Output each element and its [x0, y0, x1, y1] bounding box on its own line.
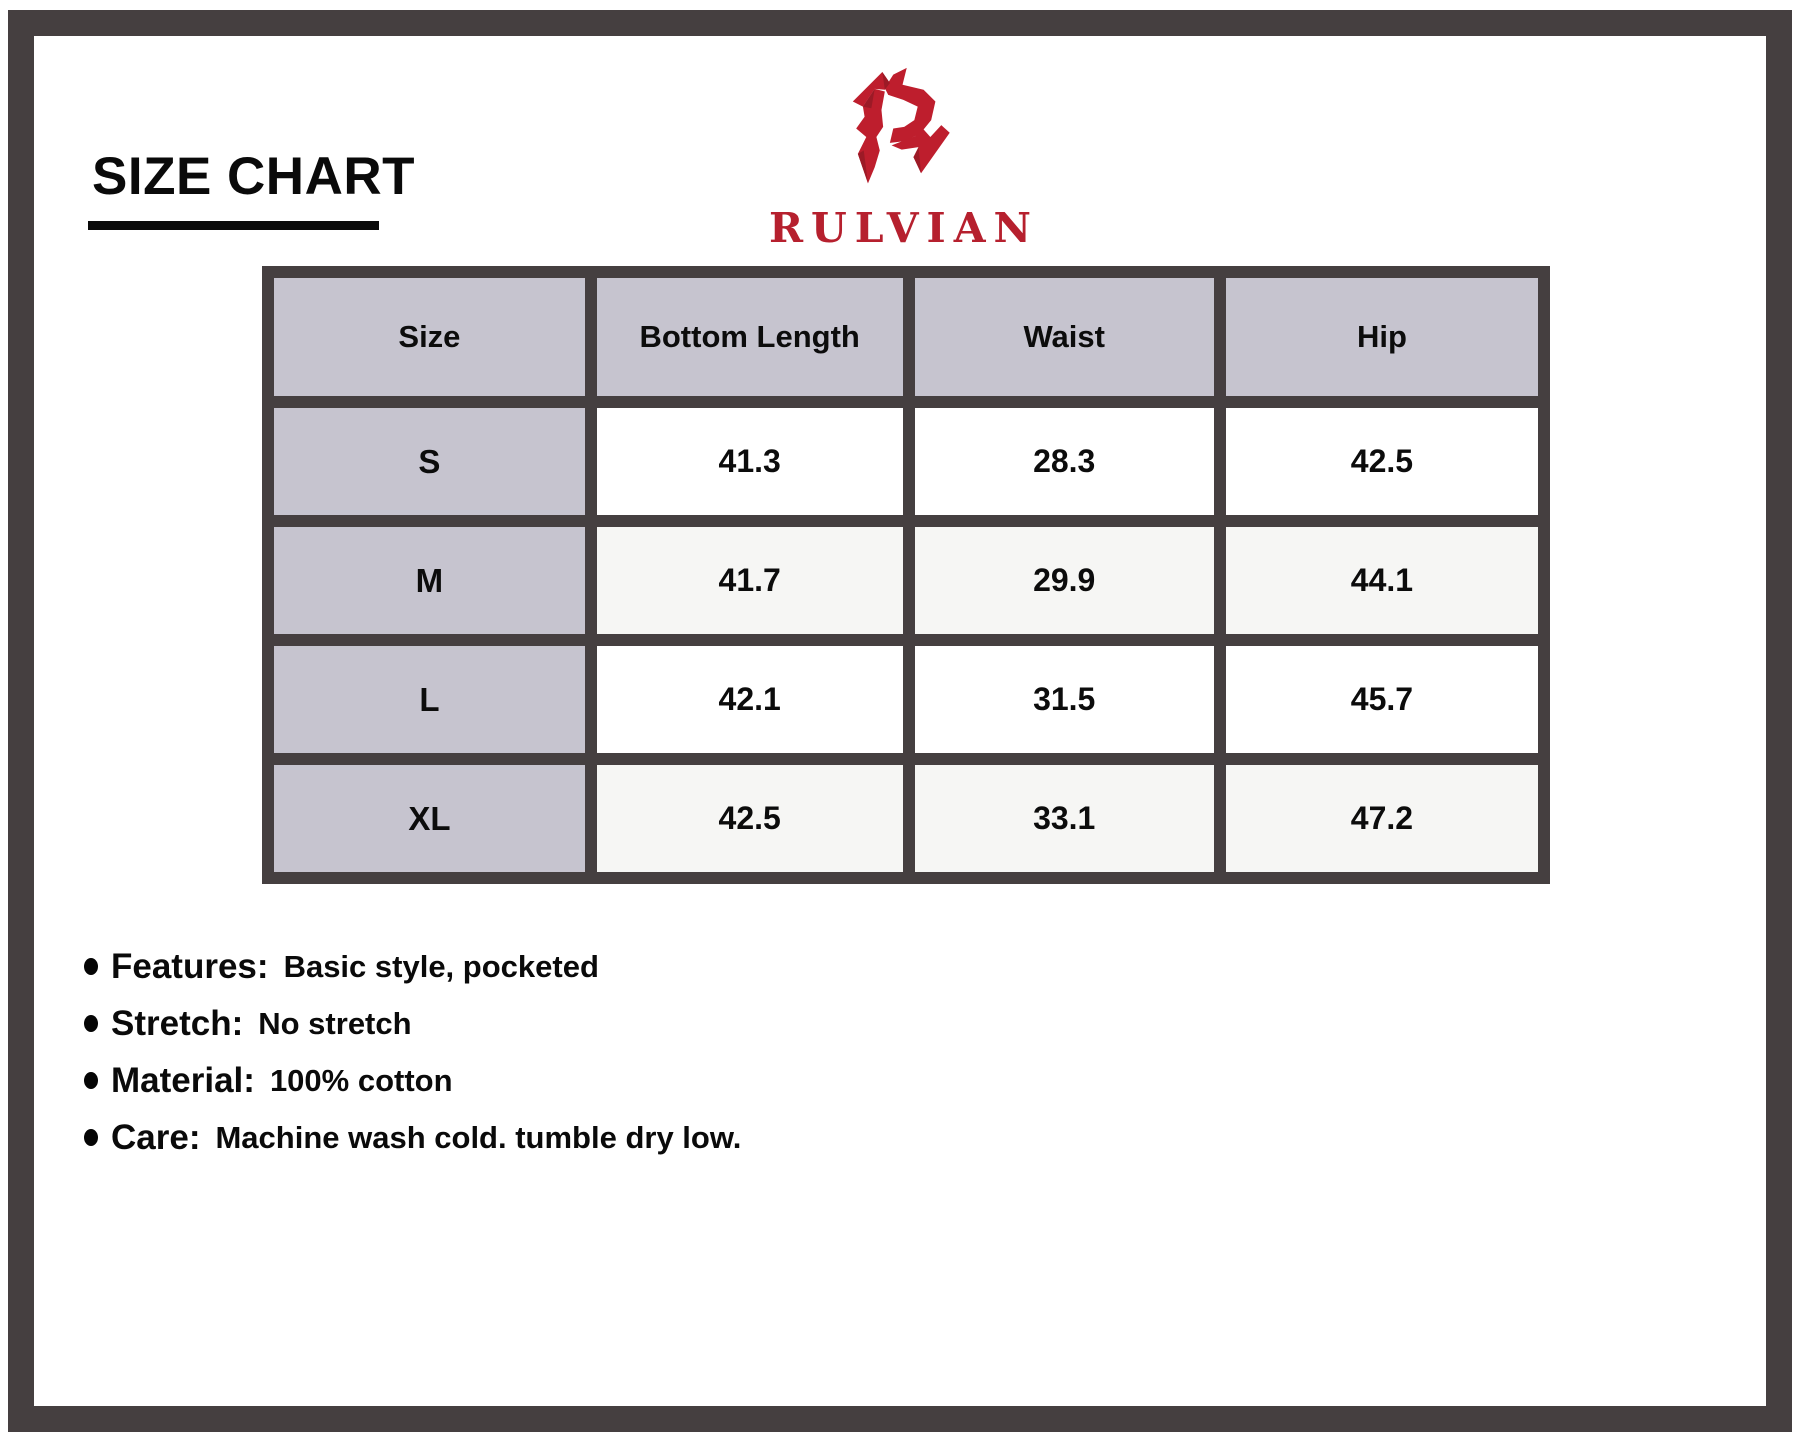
header-bottom-length: Bottom Length [584, 266, 915, 408]
header-size: Size [262, 266, 597, 408]
value-cell: 42.5 [1213, 396, 1551, 527]
detail-care: Care: Machine wash cold. tumble dry low. [84, 1109, 741, 1166]
value-cell: 29.9 [902, 515, 1226, 646]
table-row-xl: XL 42.5 33.1 47.2 [262, 753, 1551, 884]
detail-stretch: Stretch: No stretch [84, 995, 741, 1052]
detail-material: Material: 100% cotton [84, 1052, 741, 1109]
table-row-m: M 41.7 29.9 44.1 [262, 515, 1551, 646]
value-cell: 41.3 [584, 396, 915, 527]
detail-features: Features: Basic style, pocketed [84, 938, 741, 995]
page-title: SIZE CHART [92, 147, 415, 206]
title-underline [88, 221, 379, 230]
value-cell: 44.1 [1213, 515, 1551, 646]
size-cell: L [262, 634, 597, 765]
table-row-l: L 42.1 31.5 45.7 [262, 634, 1551, 765]
bullet-icon [84, 1072, 98, 1089]
value-cell: 41.7 [584, 515, 915, 646]
table-header-row: Size Bottom Length Waist Hip [262, 266, 1551, 408]
value-cell: 45.7 [1213, 634, 1551, 765]
bullet-icon [84, 1015, 98, 1032]
value-cell: 31.5 [902, 634, 1226, 765]
brand-block: RULVIAN [0, 56, 1800, 252]
bullet-icon [84, 1129, 98, 1146]
size-cell: S [262, 396, 597, 527]
detail-label: Care: [111, 1117, 201, 1157]
detail-value: No stretch [258, 1005, 412, 1041]
value-cell: 42.5 [584, 753, 915, 884]
rulvian-r-logo-icon [841, 56, 959, 196]
header-waist: Waist [902, 266, 1226, 408]
value-cell: 28.3 [902, 396, 1226, 527]
size-cell: M [262, 515, 597, 646]
detail-label: Features: [111, 946, 269, 986]
detail-value: Basic style, pocketed [283, 948, 599, 984]
table-row-s: S 41.3 28.3 42.5 [262, 396, 1551, 527]
brand-wordmark: RULVIAN [768, 204, 1040, 252]
detail-value: Machine wash cold. tumble dry low. [215, 1119, 742, 1155]
detail-label: Material: [111, 1060, 255, 1100]
detail-label: Stretch: [111, 1003, 244, 1043]
bullet-icon [84, 958, 98, 975]
size-chart-table: Size Bottom Length Waist Hip S 41.3 28.3… [262, 266, 1551, 884]
value-cell: 47.2 [1213, 753, 1551, 884]
size-cell: XL [262, 753, 597, 884]
value-cell: 42.1 [584, 634, 915, 765]
header-hip: Hip [1213, 266, 1551, 408]
detail-value: 100% cotton [269, 1062, 453, 1098]
value-cell: 33.1 [902, 753, 1226, 884]
product-details-list: Features: Basic style, pocketed Stretch:… [84, 938, 741, 1166]
